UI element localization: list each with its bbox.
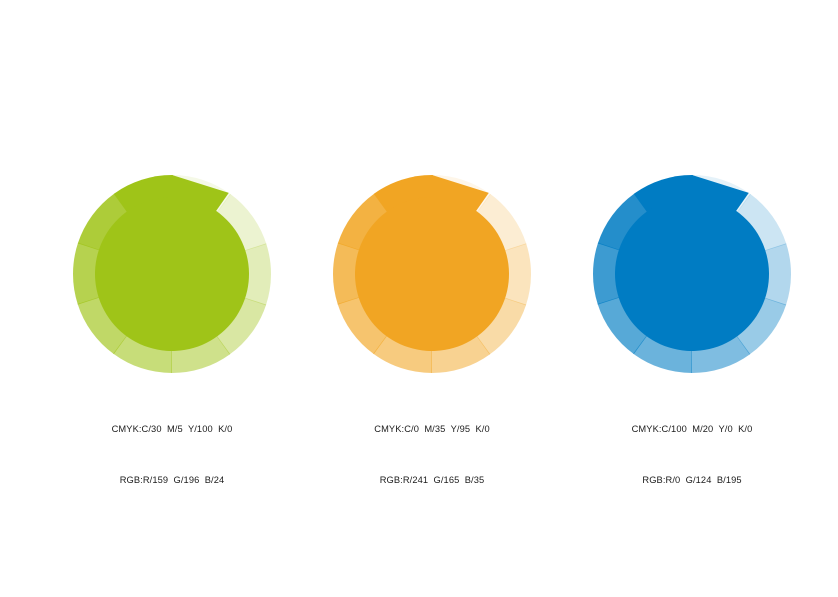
wheel-inner-disc [355, 175, 509, 351]
color-wheel-svg [593, 175, 791, 373]
cmyk-value-green: CMYK:C/30 M/5 Y/100 K/0 [111, 424, 233, 434]
color-wheel-svg [73, 175, 271, 373]
color-wheel-orange [333, 175, 531, 373]
color-wheel-svg [333, 175, 531, 373]
color-wheel-green [73, 175, 271, 373]
rgb-value-orange: RGB:R/241 G/165 B/35 [379, 475, 485, 485]
rgb-value-blue: RGB:R/0 G/124 B/195 [642, 475, 742, 485]
wheel-inner-disc [95, 175, 249, 351]
color-swatch-blue[interactable]: CMYK:C/100 M/20 Y/0 K/0 RGB:R/0 G/124 B/… [562, 175, 822, 485]
color-swatch-orange[interactable]: CMYK:C/0 M/35 Y/95 K/0 RGB:R/241 G/165 B… [302, 175, 562, 485]
cmyk-value-orange: CMYK:C/0 M/35 Y/95 K/0 [374, 424, 490, 434]
rgb-value-green: RGB:R/159 G/196 B/24 [119, 475, 225, 485]
color-swatch-green[interactable]: CMYK:C/30 M/5 Y/100 K/0 RGB:R/159 G/196 … [42, 175, 302, 485]
color-caption-green: CMYK:C/30 M/5 Y/100 K/0 RGB:R/159 G/196 … [42, 387, 302, 523]
cmyk-value-blue: CMYK:C/100 M/20 Y/0 K/0 [631, 424, 753, 434]
color-caption-blue: CMYK:C/100 M/20 Y/0 K/0 RGB:R/0 G/124 B/… [562, 387, 822, 523]
wheel-inner-disc [615, 175, 769, 351]
color-wheel-blue [593, 175, 791, 373]
color-caption-orange: CMYK:C/0 M/35 Y/95 K/0 RGB:R/241 G/165 B… [302, 387, 562, 523]
